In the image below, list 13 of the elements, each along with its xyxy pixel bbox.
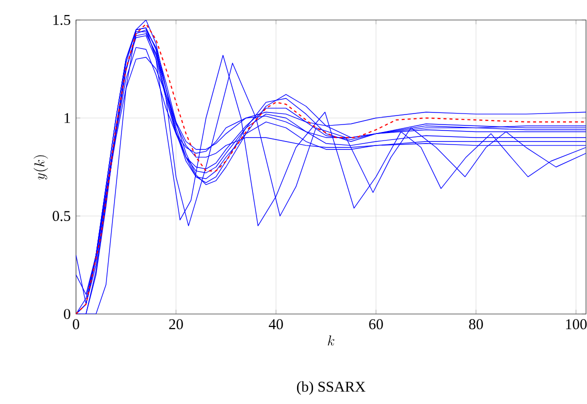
text: (b) SSARX	[296, 381, 366, 395]
x-tick-label: 60	[369, 319, 383, 330]
x-tick-label: 0	[72, 319, 80, 330]
x-tick-label: 100	[566, 319, 587, 330]
x-tick-label: 40	[268, 319, 283, 330]
x-tick-label: 20	[169, 319, 183, 330]
y-tick-label: 0	[64, 308, 70, 320]
x-tick-label: 80	[469, 319, 483, 330]
y-tick-label: 1.5	[53, 14, 70, 26]
x-axis-title: $k$	[328, 335, 334, 346]
y-tick-label: 1	[64, 113, 70, 123]
y-tick-label: 0.5	[52, 210, 70, 222]
y-axis-title: $y(k)$	[34, 155, 48, 180]
